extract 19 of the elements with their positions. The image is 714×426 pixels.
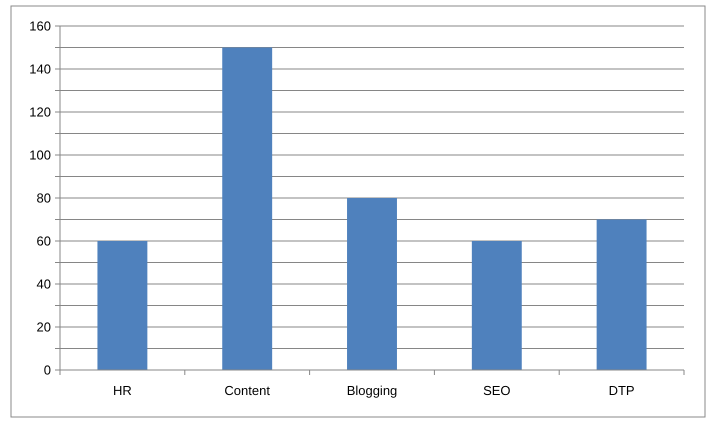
bar [596, 220, 647, 370]
y-tick-label: 80 [36, 190, 51, 206]
bar [472, 241, 522, 370]
x-tick-label: Content [224, 383, 270, 398]
bar [347, 198, 397, 370]
y-tick-label: 120 [29, 104, 51, 120]
x-tick-label: SEO [483, 383, 511, 398]
y-tick-label: 160 [29, 18, 51, 34]
x-tick-label: Blogging [346, 383, 398, 398]
bar [97, 241, 148, 370]
bar [222, 48, 272, 370]
y-tick-label: 60 [36, 234, 51, 249]
x-tick-label: DTP [608, 383, 635, 398]
y-tick-label: 0 [44, 362, 51, 378]
y-tick-label: 40 [36, 276, 51, 292]
y-tick-label: 100 [29, 148, 51, 163]
y-tick-label: 20 [36, 320, 51, 335]
y-tick-label: 140 [29, 62, 51, 77]
x-tick-label: HR [113, 383, 132, 398]
